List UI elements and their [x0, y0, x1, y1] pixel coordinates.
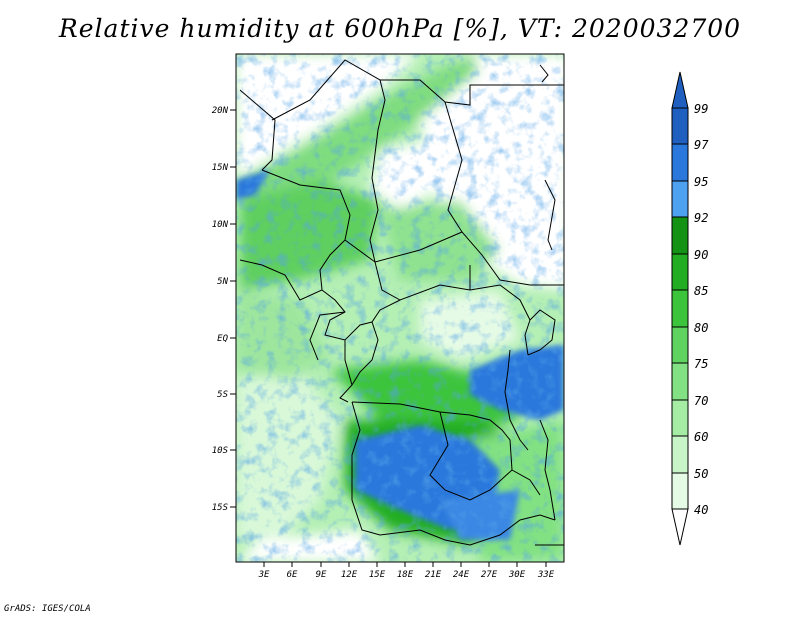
svg-text:EQ: EQ — [217, 334, 228, 344]
lon-tick-24e: 24E — [453, 562, 470, 580]
colorbar-seg-90-92 — [671, 216, 689, 255]
lat-tick-5s: 5S — [217, 390, 236, 400]
lon-tick-27e: 27E — [481, 562, 498, 580]
lon-tick-15e: 15E — [369, 562, 386, 580]
svg-text:33E: 33E — [537, 570, 555, 580]
colorbar-label-60: 60 — [694, 430, 708, 444]
colorbar: 99 97 95 92 90 85 80 75 70 60 50 40 — [671, 71, 709, 546]
colorbar-label-40: 40 — [694, 503, 708, 517]
lat-tick-eq: EQ — [217, 334, 236, 344]
svg-text:15N: 15N — [212, 163, 229, 173]
lat-tick-10n: 10N — [212, 220, 236, 230]
grads-credit: GrADS: IGES/COLA — [4, 604, 91, 614]
map-title: Relative humidity at 600hPa [%], VT: 202… — [58, 14, 742, 43]
colorbar-seg-95-97 — [671, 143, 689, 182]
colorbar-seg-80-85 — [671, 289, 689, 328]
lon-tick-3e: 3E — [258, 562, 270, 580]
humidity-field — [236, 54, 564, 562]
colorbar-label-80: 80 — [694, 321, 708, 335]
colorbar-label-75: 75 — [694, 357, 708, 371]
lat-tick-10s: 10S — [212, 446, 236, 456]
lat-tick-15s: 15S — [212, 503, 236, 513]
svg-text:18E: 18E — [397, 570, 414, 580]
lon-tick-6e: 6E — [287, 562, 298, 580]
colorbar-top-arrow — [671, 71, 689, 109]
latitude-axis: 20N 15N 10N 5N EQ 5S 10S 15S — [212, 106, 236, 513]
colorbar-seg-40-50 — [671, 472, 689, 510]
colorbar-label-92: 92 — [694, 211, 708, 225]
colorbar-label-50: 50 — [694, 467, 708, 481]
svg-text:27E: 27E — [481, 570, 498, 580]
country-borders — [239, 59, 564, 546]
colorbar-seg-75-80 — [671, 326, 689, 364]
lon-tick-30e: 30E — [508, 562, 526, 580]
colorbar-seg-50-60 — [671, 435, 689, 474]
svg-text:15E: 15E — [369, 570, 386, 580]
lon-tick-33e: 33E — [537, 562, 555, 580]
colorbar-label-95: 95 — [694, 175, 708, 189]
svg-text:24E: 24E — [453, 570, 470, 580]
longitude-axis: 3E 6E 9E 12E 15E 18E 21E 24E 27E 30E 33E — [258, 562, 555, 580]
colorbar-label-70: 70 — [694, 394, 708, 408]
colorbar-seg-97-99 — [671, 107, 689, 145]
svg-text:30E: 30E — [508, 570, 526, 580]
colorbar-seg-70-75 — [671, 362, 689, 401]
colorbar-label-85: 85 — [694, 284, 708, 298]
lat-tick-15n: 15N — [212, 163, 236, 173]
svg-text:3E: 3E — [258, 570, 270, 580]
svg-text:10N: 10N — [212, 220, 229, 230]
map-frame — [235, 53, 565, 563]
svg-text:5N: 5N — [217, 277, 228, 287]
colorbar-label-99: 99 — [694, 102, 708, 116]
svg-text:9E: 9E — [316, 570, 327, 580]
svg-text:6E: 6E — [287, 570, 298, 580]
colorbar-label-97: 97 — [694, 138, 709, 152]
colorbar-seg-85-90 — [671, 253, 689, 291]
lat-tick-20n: 20N — [212, 106, 236, 116]
colorbar-seg-60-70 — [671, 399, 689, 437]
lon-tick-9e: 9E — [316, 562, 327, 580]
svg-text:10S: 10S — [212, 446, 229, 456]
svg-text:12E: 12E — [341, 570, 358, 580]
colorbar-label-90: 90 — [694, 248, 708, 262]
svg-text:5S: 5S — [217, 390, 228, 400]
svg-text:20N: 20N — [212, 106, 229, 116]
colorbar-seg-92-95 — [671, 180, 689, 218]
lon-tick-21e: 21E — [425, 562, 442, 580]
colorbar-bottom-arrow — [671, 508, 689, 546]
svg-text:21E: 21E — [425, 570, 442, 580]
svg-text:15S: 15S — [212, 503, 229, 513]
lat-tick-5n: 5N — [217, 277, 236, 287]
lon-tick-12e: 12E — [341, 562, 358, 580]
lon-tick-18e: 18E — [397, 562, 414, 580]
